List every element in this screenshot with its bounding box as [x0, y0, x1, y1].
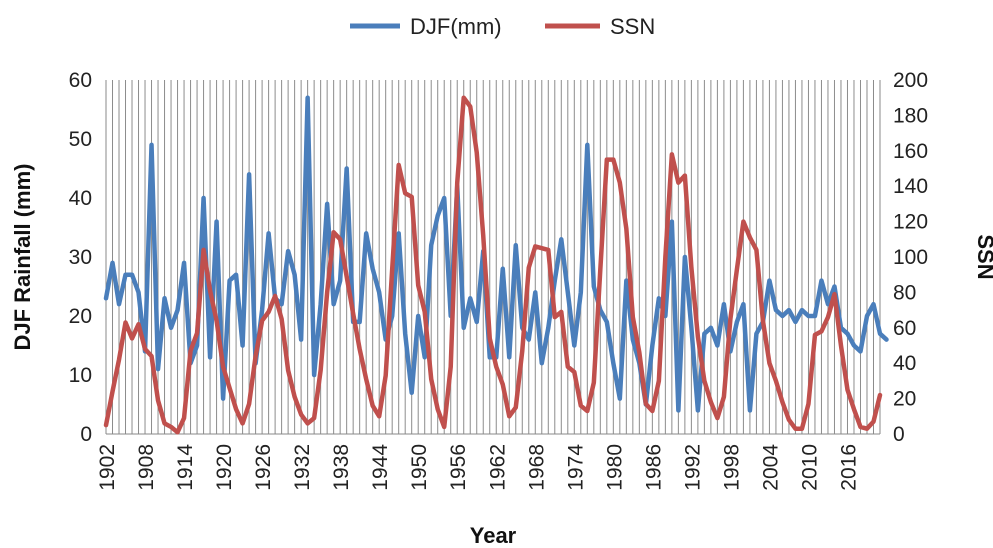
x-tick-label: 1968 — [525, 444, 548, 491]
x-tick-label: 1902 — [96, 444, 119, 491]
legend-label-djf: DJF(mm) — [410, 14, 502, 39]
right-y-tick-label: 120 — [893, 211, 928, 234]
x-tick-label: 1938 — [330, 444, 353, 491]
x-tick-label: 1914 — [174, 444, 197, 491]
left-y-tick-label: 10 — [69, 364, 92, 387]
right-y-tick-label: 40 — [893, 352, 916, 375]
x-tick-label: 1926 — [252, 444, 275, 491]
left-y-tick-label: 0 — [80, 423, 92, 446]
legend: DJF(mm) SSN — [350, 14, 655, 39]
right-y-tick-label: 160 — [893, 140, 928, 163]
right-y-tick-label: 20 — [893, 388, 916, 411]
x-tick-label: 1998 — [720, 444, 743, 491]
left-y-tick-labels: 0 10 20 30 40 50 60 — [69, 69, 92, 446]
x-tick-label: 1932 — [291, 444, 314, 491]
series-lines — [103, 95, 889, 435]
right-y-tick-label: 180 — [893, 104, 928, 127]
x-tick-label: 1950 — [408, 444, 431, 491]
x-tick-label: 1980 — [603, 444, 626, 491]
right-y-tick-labels: 0 20 40 60 80 100 120 140 160 180 200 — [893, 69, 928, 446]
x-tick-label: 1962 — [486, 444, 509, 491]
right-y-tick-label: 140 — [893, 175, 928, 198]
left-y-tick-label: 20 — [69, 305, 92, 328]
right-y-tick-label: 200 — [893, 69, 928, 92]
x-tick-label: 2010 — [798, 444, 821, 491]
x-tick-label: 1992 — [681, 444, 704, 491]
x-tick-label: 1956 — [447, 444, 470, 491]
right-y-tick-label: 100 — [893, 246, 928, 269]
left-y-tick-label: 30 — [69, 246, 92, 269]
x-tick-label: 2004 — [759, 444, 782, 491]
x-tick-labels: 1902 1908 1914 1920 1926 1932 1938 1944 1950 1956… — [96, 444, 860, 491]
x-axis-title: Year — [470, 523, 517, 548]
left-y-tick-label: 60 — [69, 69, 92, 92]
left-y-tick-label: 40 — [69, 187, 92, 210]
right-y-tick-label: 60 — [893, 317, 916, 340]
axes — [105, 80, 881, 435]
x-tick-label: 1986 — [642, 444, 665, 491]
series-line-ssn — [103, 95, 883, 435]
right-y-tick-label: 80 — [893, 281, 916, 304]
y2-axis-title: SSN — [973, 234, 993, 279]
x-tick-label: 1920 — [213, 444, 236, 491]
legend-label-ssn: SSN — [610, 14, 655, 39]
x-tick-label: 1944 — [369, 444, 392, 491]
y-axis-title: DJF Rainfall (mm) — [10, 163, 35, 350]
vertical-gridlines — [105, 80, 881, 434]
x-tick-label: 1908 — [135, 444, 158, 491]
x-tick-label: 2016 — [837, 444, 860, 491]
left-y-tick-label: 50 — [69, 128, 92, 151]
right-y-tick-label: 0 — [893, 423, 905, 446]
x-tick-label: 1974 — [564, 444, 587, 491]
